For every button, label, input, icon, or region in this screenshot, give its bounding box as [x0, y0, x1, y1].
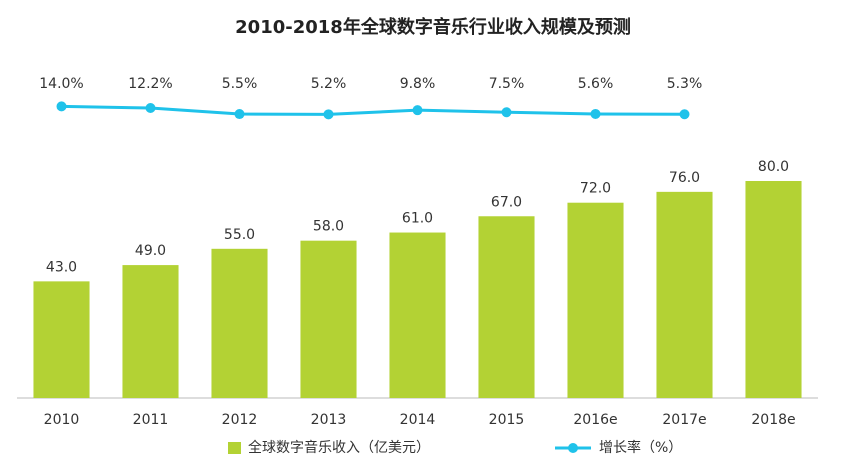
bar — [745, 181, 802, 398]
data-label: 5.6% — [578, 76, 614, 92]
line — [61, 104, 685, 116]
data-label: 55.0 — [224, 227, 255, 243]
bar — [567, 202, 624, 398]
legend-swatch — [568, 443, 578, 453]
data-label: 76.0 — [669, 170, 700, 186]
x-tick-label: 2011 — [133, 412, 169, 428]
x-tick-label: 2016e — [573, 412, 617, 428]
line-point — [590, 108, 601, 119]
line-point — [679, 109, 690, 120]
data-label: 9.8% — [400, 76, 436, 92]
line-point — [412, 105, 423, 116]
data-label: 72.0 — [580, 181, 611, 197]
legend-label: 增长率（%） — [599, 439, 682, 456]
x-tick-label: 2015 — [489, 412, 525, 428]
line-point — [323, 109, 334, 120]
data-label: 5.5% — [222, 76, 258, 92]
x-tick-label: 2018e — [751, 412, 795, 428]
data-label: 5.2% — [311, 76, 347, 92]
chart-title: 2010-2018年全球数字音乐行业收入规模及预测 — [235, 16, 631, 38]
data-label: 67.0 — [491, 194, 522, 210]
data-label: 14.0% — [39, 76, 83, 92]
bar — [478, 216, 535, 398]
line-point — [234, 109, 245, 120]
x-tick-label: 2010 — [44, 412, 80, 428]
data-label: 43.0 — [46, 259, 77, 275]
data-label: 49.0 — [135, 243, 166, 259]
data-label: 12.2% — [128, 76, 172, 92]
bar — [656, 191, 713, 398]
data-label: 61.0 — [402, 211, 433, 227]
data-label: 80.0 — [758, 159, 789, 175]
data-label: 58.0 — [313, 219, 344, 235]
bar — [33, 281, 90, 398]
legend-swatch — [228, 442, 241, 454]
line-point — [501, 107, 512, 118]
x-tick-label: 2012 — [222, 412, 258, 428]
line-point — [145, 103, 156, 114]
x-tick-label: 2017e — [662, 412, 706, 428]
x-tick-label: 2013 — [311, 412, 347, 428]
bar — [122, 265, 179, 398]
legend-label: 全球数字音乐收入（亿美元） — [248, 439, 430, 456]
bar — [211, 248, 268, 398]
line-point — [56, 101, 67, 112]
data-label: 7.5% — [489, 76, 525, 92]
bar — [389, 232, 446, 398]
data-label: 5.3% — [667, 76, 703, 92]
x-tick-label: 2014 — [400, 412, 436, 428]
bar — [300, 240, 357, 398]
